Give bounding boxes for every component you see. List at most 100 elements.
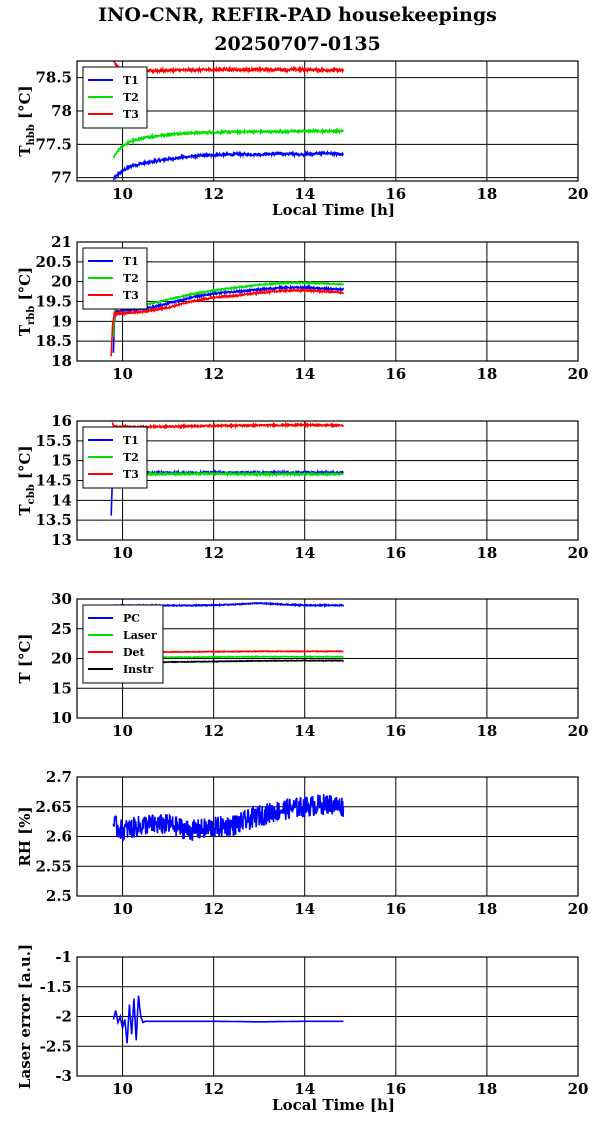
x-tick-label: 20 <box>568 185 589 203</box>
y-tick-label: 18 <box>51 352 72 370</box>
y-axis-label: Thbb [°C] <box>16 85 37 156</box>
x-tick-label: 14 <box>294 544 315 562</box>
legend-box <box>82 66 148 129</box>
legend-label: PC <box>123 612 140 625</box>
series-line-data <box>112 794 345 842</box>
legend-label: Det <box>123 646 146 659</box>
series-group <box>112 794 345 842</box>
y-tick-label: 14.5 <box>35 472 72 490</box>
y-tick-label: 19.5 <box>35 293 72 311</box>
legend-label: T2 <box>123 272 139 285</box>
y-tick-label: 2.55 <box>35 857 72 875</box>
x-tick-label: 10 <box>112 900 133 918</box>
legend-label: T3 <box>123 108 139 121</box>
y-tick-label: 15.5 <box>35 432 72 450</box>
y-tick-label: 2.7 <box>46 768 72 786</box>
y-tick-label: 25 <box>51 620 72 638</box>
y-tick-label: 10 <box>51 709 72 727</box>
y-axis-label: Tcbb [°C] <box>16 445 37 515</box>
legend-label: T2 <box>123 91 139 104</box>
legend-label: Laser <box>123 629 157 642</box>
series-group <box>110 280 345 357</box>
series-line-t3 <box>110 287 345 357</box>
x-tick-label: 10 <box>112 722 133 740</box>
x-tick-label: 20 <box>568 544 589 562</box>
legend-label: T1 <box>123 434 139 447</box>
x-tick-label: 12 <box>203 722 224 740</box>
y-tick-label: 20 <box>51 273 72 291</box>
chart-panel-5: 10 12 14 16 18 20 2.5 2.55 2.6 2.65 2.7 RH [%] <box>16 768 588 918</box>
y-axis-label: Trbb [°C] <box>16 267 37 336</box>
y-tick-label: 15 <box>51 452 72 470</box>
x-tick-label: 18 <box>476 1080 497 1098</box>
x-tick-label: 16 <box>385 722 406 740</box>
x-tick-label: 20 <box>568 900 589 918</box>
x-tick-label: 12 <box>203 365 224 383</box>
x-tick-label: 10 <box>112 185 133 203</box>
legend-label: T3 <box>123 468 139 481</box>
legend-label: Instr <box>123 663 153 676</box>
y-tick-label: -1 <box>55 948 72 966</box>
x-tick-label: 10 <box>112 544 133 562</box>
chart-panel-6: 10 12 14 16 18 20 -3 -2.5 -2 -1.5 -1 Local Time [h]… <box>16 944 588 1114</box>
y-tick-label: 16 <box>51 412 72 430</box>
legend: T1 T2 T3 <box>82 247 148 310</box>
x-tick-label: 14 <box>294 722 315 740</box>
plot-frame <box>76 598 579 719</box>
x-tick-label: 14 <box>294 365 315 383</box>
x-tick-label: 12 <box>203 544 224 562</box>
plot-frame <box>76 956 579 1077</box>
y-tick-label: 14 <box>51 491 72 509</box>
y-tick-label: 20 <box>51 650 72 668</box>
legend-label: T3 <box>123 289 139 302</box>
x-tick-label: 20 <box>568 722 589 740</box>
x-tick-label: 16 <box>385 365 406 383</box>
y-tick-label: -1.5 <box>40 978 72 996</box>
y-tick-label: -3 <box>55 1067 72 1085</box>
y-tick-label: 19 <box>51 312 72 330</box>
y-tick-label: 77.5 <box>35 135 72 153</box>
y-tick-label: 18.5 <box>35 332 72 350</box>
series-group <box>110 421 345 516</box>
x-axis-label: Local Time [h] <box>272 1096 395 1114</box>
y-tick-label: 78 <box>51 102 72 120</box>
series-line-t2 <box>113 470 344 478</box>
series-group <box>112 995 344 1044</box>
y-tick-label: -2.5 <box>40 1037 72 1055</box>
series-line-t3 <box>112 61 345 76</box>
series-line-t1 <box>112 283 345 353</box>
x-tick-label: 10 <box>112 365 133 383</box>
x-tick-label: 16 <box>385 185 406 203</box>
x-tick-label: 20 <box>568 1080 589 1098</box>
legend: T1 T2 T3 <box>82 66 148 129</box>
series-group <box>112 61 345 181</box>
x-tick-label: 12 <box>203 1080 224 1098</box>
x-tick-label: 18 <box>476 544 497 562</box>
plot-frame <box>76 776 579 897</box>
x-tick-label: 12 <box>203 185 224 203</box>
y-tick-label: 78.5 <box>35 69 72 87</box>
x-tick-label: 12 <box>203 900 224 918</box>
y-axis-label: RH [%] <box>16 806 34 866</box>
chart-title-line-2: 20250707-0135 <box>214 33 381 55</box>
chart-title-line-1: INO-CNR, REFIR-PAD housekeepings <box>98 4 497 26</box>
x-tick-label: 18 <box>476 722 497 740</box>
plot-frame <box>76 241 579 362</box>
x-tick-label: 16 <box>385 1080 406 1098</box>
series-line-data <box>112 995 344 1044</box>
y-tick-label: 20.5 <box>35 253 72 271</box>
x-tick-label: 18 <box>476 900 497 918</box>
y-axis-label: T [°C] <box>16 633 34 683</box>
y-tick-label: 2.6 <box>46 828 72 846</box>
series-line-t2 <box>112 127 345 159</box>
chart-panel-4: 10 12 14 16 18 20 10 15 20 25 30 T [°C] PC Laser Det In… <box>16 590 588 740</box>
legend-label: T1 <box>123 255 139 268</box>
series-line-t1 <box>112 149 345 181</box>
y-tick-label: -2 <box>55 1008 72 1026</box>
x-tick-label: 16 <box>385 900 406 918</box>
plot-frame <box>76 420 579 541</box>
x-tick-label: 10 <box>112 1080 133 1098</box>
